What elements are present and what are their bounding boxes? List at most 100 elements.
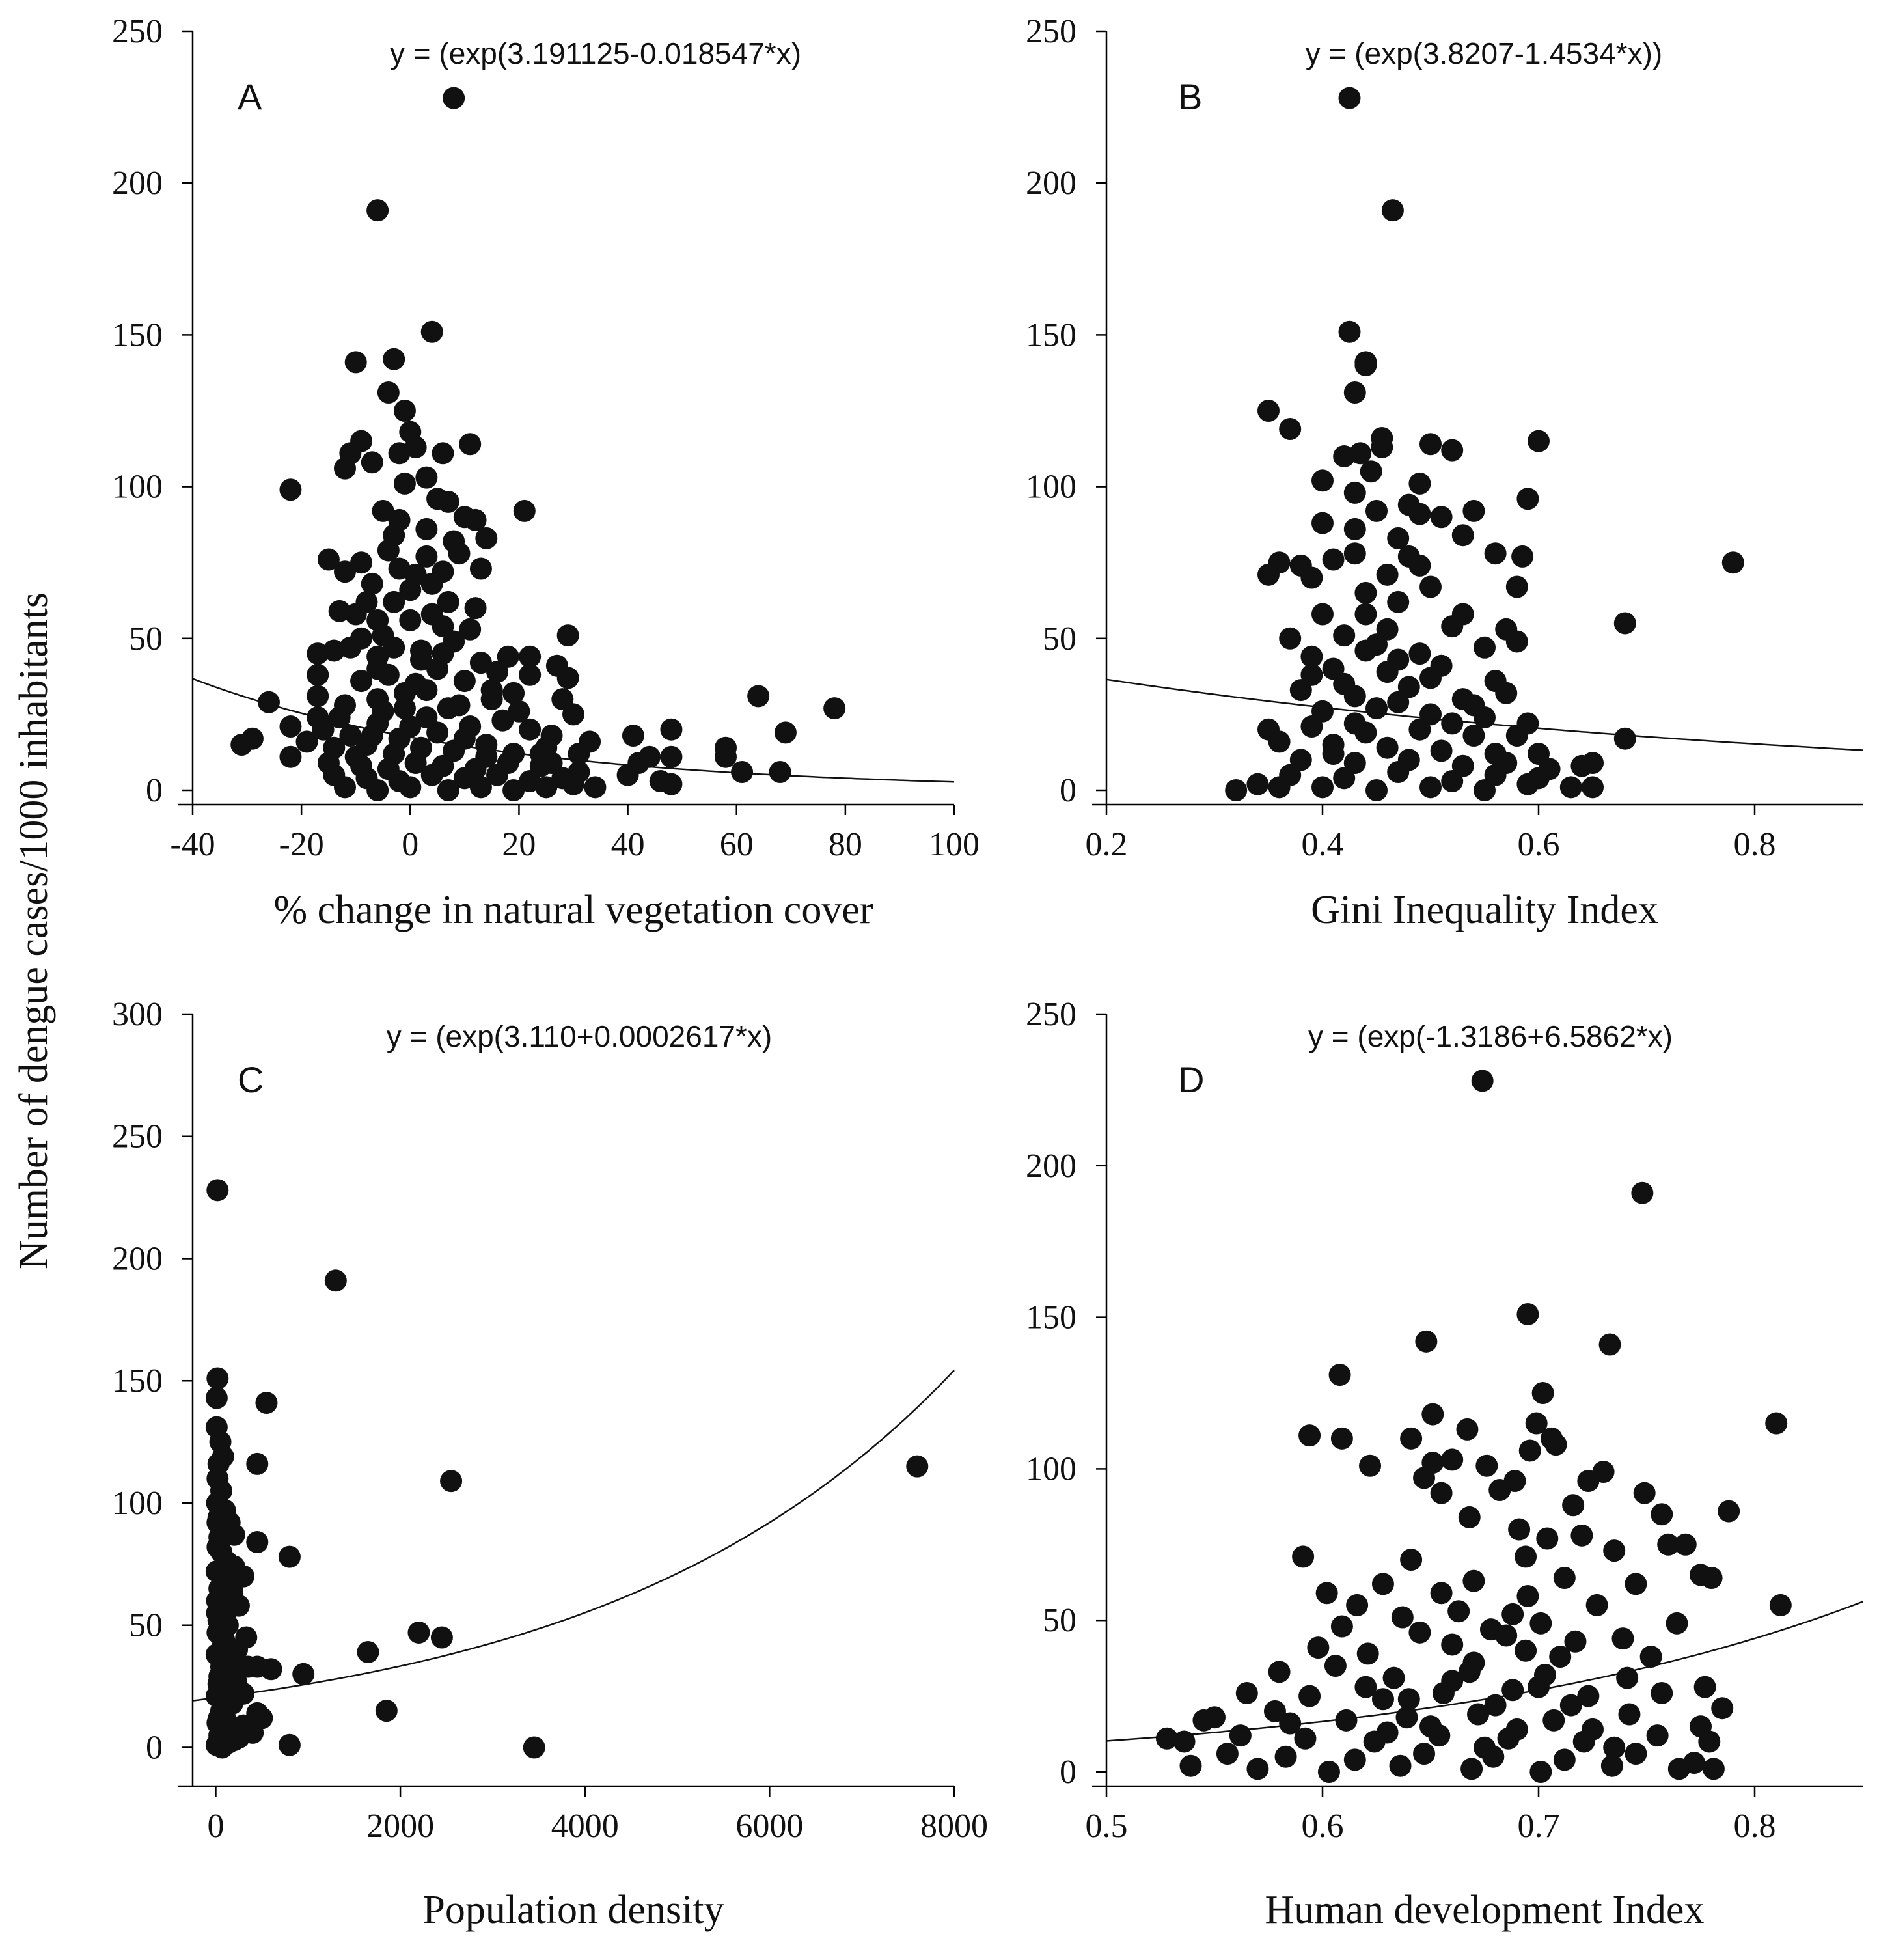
data-point <box>464 508 487 531</box>
data-point <box>1529 1761 1552 1783</box>
data-point <box>410 648 432 671</box>
panel-b-axes: 0 50 100 150 200 250 0.2 0.4 0.6 0.8 <box>1026 13 1863 863</box>
data-point <box>1333 672 1356 695</box>
data-point <box>328 706 351 729</box>
data-point <box>1462 1569 1485 1592</box>
data-point <box>393 697 416 720</box>
data-point <box>307 685 329 708</box>
data-point <box>556 667 579 689</box>
data-point <box>1474 1736 1496 1759</box>
data-point <box>1381 199 1404 222</box>
data-point <box>1474 636 1496 659</box>
panel-c-points <box>205 1179 929 1759</box>
x-tick-label: 0.6 <box>1302 1808 1344 1845</box>
data-point <box>1360 460 1382 483</box>
data-point <box>415 679 438 702</box>
data-point <box>1246 1758 1269 1780</box>
data-point <box>1529 1612 1552 1635</box>
data-point <box>1330 1427 1353 1450</box>
data-point <box>357 1641 379 1664</box>
data-point <box>1430 1482 1453 1504</box>
data-point <box>1389 1754 1412 1777</box>
y-tick-label: 0 <box>146 1729 163 1766</box>
data-point <box>774 721 797 744</box>
data-point <box>375 1700 398 1722</box>
data-point <box>469 557 492 580</box>
data-point <box>1419 667 1442 689</box>
data-point <box>1343 518 1366 540</box>
data-point <box>1430 1582 1453 1605</box>
data-point <box>1263 1700 1286 1722</box>
data-point <box>334 776 356 799</box>
data-point <box>1371 435 1393 458</box>
data-point <box>1625 1573 1647 1595</box>
y-tick-label: 250 <box>1026 996 1076 1033</box>
data-point <box>1674 1533 1697 1556</box>
data-point <box>1216 1743 1239 1765</box>
data-point <box>1317 1761 1340 1783</box>
data-point <box>459 433 482 456</box>
panel-a-letter: A <box>238 76 262 117</box>
data-point <box>415 545 438 568</box>
y-tick-label: 0 <box>146 772 163 809</box>
data-point <box>1657 1533 1680 1556</box>
data-point <box>1721 551 1744 574</box>
data-point <box>464 597 487 620</box>
data-point <box>334 457 356 480</box>
data-point <box>562 703 584 726</box>
data-point <box>246 1531 269 1554</box>
data-point <box>1413 1467 1436 1489</box>
data-point <box>350 551 373 574</box>
data-point <box>660 773 683 795</box>
x-tick-label: 60 <box>720 826 754 863</box>
data-point <box>1460 1758 1483 1780</box>
data-point <box>208 1526 231 1549</box>
data-point <box>1328 1364 1351 1387</box>
x-tick-label: 2000 <box>366 1808 434 1845</box>
data-point <box>1387 648 1410 671</box>
data-point <box>627 752 650 775</box>
data-point <box>437 779 459 801</box>
data-point <box>393 472 416 495</box>
data-point <box>731 761 754 784</box>
data-point <box>519 645 542 668</box>
data-point <box>324 1269 347 1292</box>
data-point <box>1501 1603 1524 1625</box>
data-point <box>1359 1454 1382 1477</box>
data-point <box>1387 691 1410 713</box>
panel-a-fit-curve <box>192 678 955 783</box>
y-tick-label: 250 <box>1026 13 1076 50</box>
data-point <box>823 697 846 720</box>
data-point <box>404 752 427 775</box>
x-tick-label: -40 <box>170 826 215 863</box>
data-point <box>1408 472 1431 495</box>
data-point <box>1430 739 1453 762</box>
data-point <box>339 725 362 747</box>
x-tick-label: 0.2 <box>1086 826 1128 863</box>
data-point <box>1225 779 1248 801</box>
data-point <box>226 1638 249 1661</box>
data-point <box>769 761 791 784</box>
data-point <box>1600 1754 1623 1777</box>
data-point <box>1508 1518 1531 1541</box>
data-point <box>1294 1727 1317 1750</box>
panel-a-axes: 0 50 100 150 200 250 -40 -20 0 20 40 60 80 100 <box>112 13 980 863</box>
data-point <box>437 590 459 613</box>
data-point <box>1356 1642 1379 1665</box>
data-point <box>1229 1724 1252 1747</box>
y-tick-label: 200 <box>112 1240 163 1277</box>
data-point <box>1528 1676 1550 1698</box>
data-point <box>480 679 503 702</box>
data-point <box>1400 1549 1423 1571</box>
data-point <box>1346 1594 1369 1616</box>
data-point <box>443 87 465 109</box>
x-tick-label: 20 <box>502 826 536 863</box>
data-point <box>1441 1448 1464 1471</box>
data-point <box>1354 603 1377 626</box>
x-tick-label: 0.8 <box>1734 1808 1776 1845</box>
panel-b-x-axis-title: Gini Inequality Index <box>1311 888 1658 932</box>
data-point <box>399 776 422 799</box>
data-point <box>426 657 449 680</box>
panel-d-fit-curve <box>1106 1601 1863 1742</box>
